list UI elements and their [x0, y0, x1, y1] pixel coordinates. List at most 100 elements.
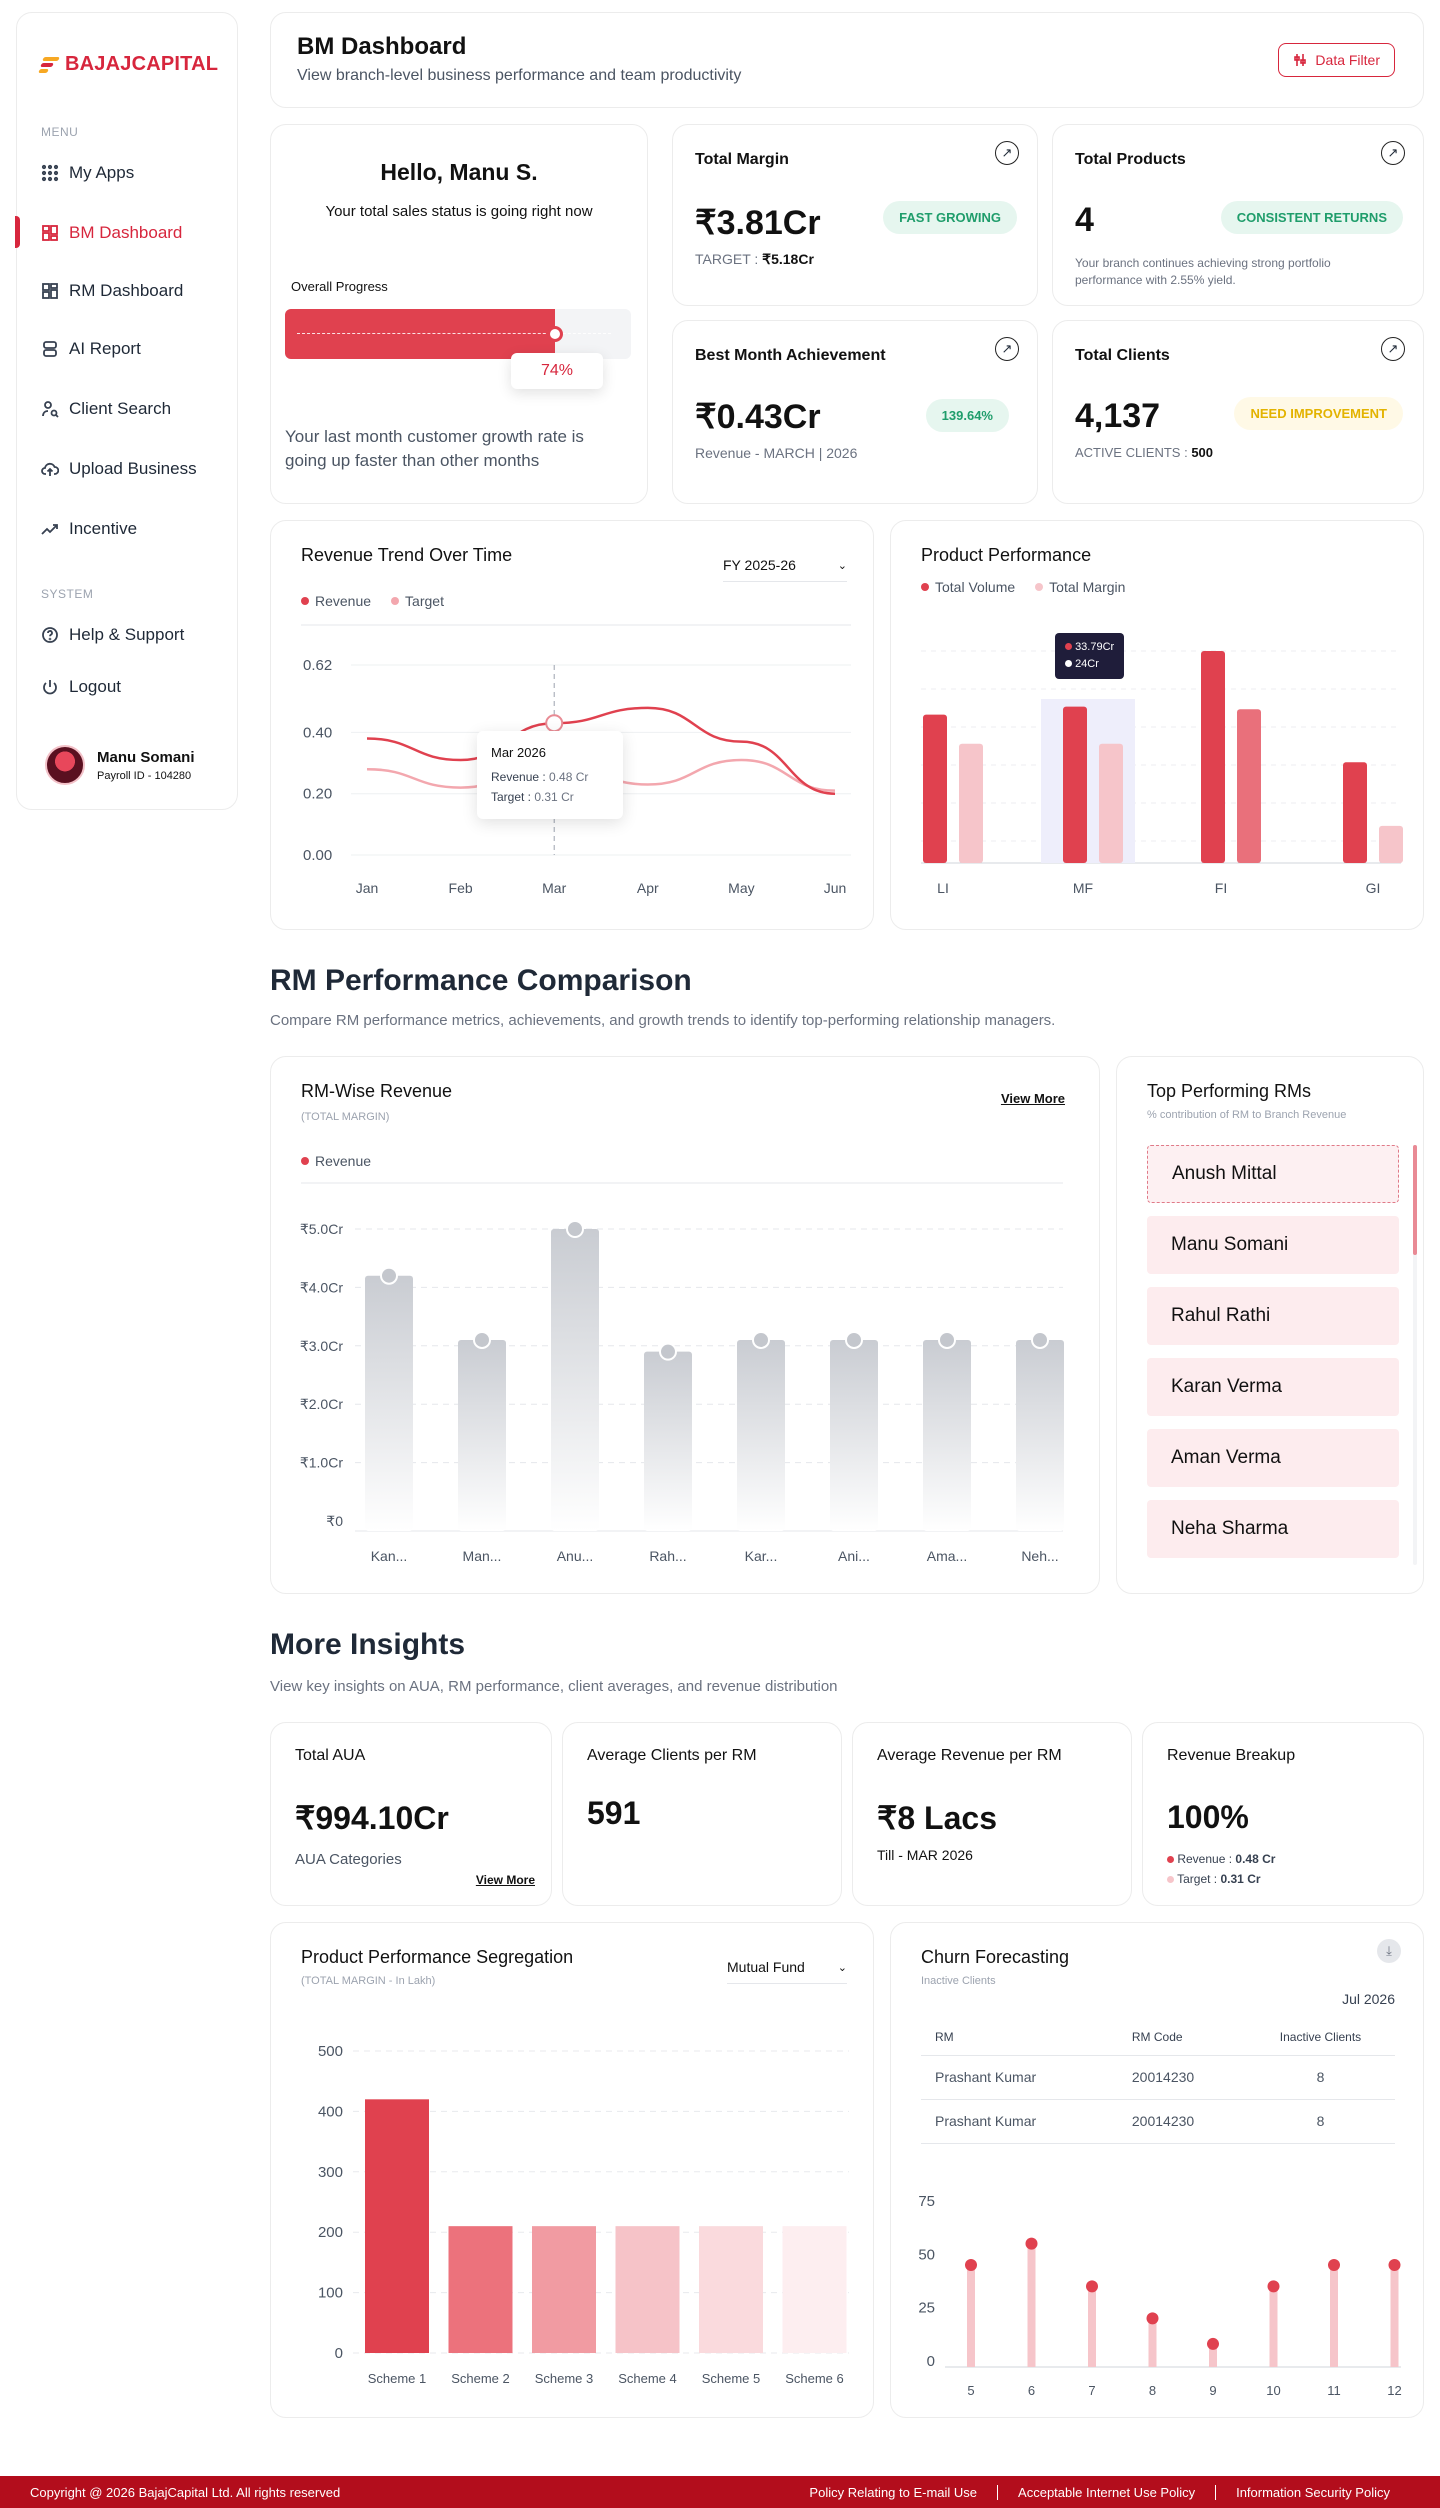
nav-label: Incentive: [69, 519, 138, 538]
rm-revenue-card: RM-Wise Revenue (TOTAL MARGIN) View More…: [270, 1056, 1100, 1594]
chart-legend: Total Volume Total Margin: [921, 579, 1125, 595]
y-tick-label: 0.62: [303, 657, 332, 674]
user-profile[interactable]: Manu Somani Payroll ID - 104280: [45, 745, 195, 785]
x-tick-label: Anu...: [557, 1548, 594, 1564]
nav-item-rm-dashboard[interactable]: RM Dashboard: [41, 277, 221, 305]
churn-stem: [1269, 2286, 1278, 2367]
insight-avg-clients[interactable]: Average Clients per RM 591: [562, 1722, 842, 1906]
progress-knob[interactable]: [547, 326, 563, 342]
y-tick-label: ₹3.0Cr: [300, 1338, 343, 1354]
legend-revenue[interactable]: Revenue: [301, 593, 371, 609]
footer-link[interactable]: Acceptable Internet Use Policy: [997, 2484, 1215, 2500]
nav-item-client-search[interactable]: Client Search: [41, 395, 221, 423]
kpi-value: ₹3.81Cr: [695, 204, 821, 242]
nav-item-help-support[interactable]: Help & Support: [41, 621, 221, 649]
segregation-card: Product Performance Segregation (TOTAL M…: [270, 1922, 874, 2418]
y-tick-label: 75: [918, 2193, 935, 2210]
view-more-link[interactable]: View More: [475, 1873, 535, 1887]
status-badge: NEED IMPROVEMENT: [1234, 397, 1403, 430]
nav-item-logout[interactable]: Logout: [41, 673, 221, 701]
nav-item-ai-report[interactable]: AI Report: [41, 335, 221, 363]
x-tick-label: LI: [937, 880, 949, 896]
rm-list-item[interactable]: Karan Verma: [1147, 1358, 1399, 1416]
x-tick-label: MF: [1073, 880, 1093, 896]
footer-link[interactable]: Policy Relating to E-mail Use: [809, 2484, 978, 2500]
arrow-up-right-icon[interactable]: ↗: [1381, 337, 1405, 361]
nav-label: Logout: [69, 677, 121, 696]
bar-total-margin: [959, 743, 983, 863]
churn-stem: [1390, 2265, 1399, 2367]
product-performance-card: Product Performance Total Volume Total M…: [890, 520, 1424, 930]
bar-total-volume: [1201, 651, 1225, 863]
legend-revenue[interactable]: Revenue: [301, 1153, 371, 1169]
y-tick-label: 0: [927, 2353, 935, 2370]
brand-logo[interactable]: BAJAJCAPITAL: [38, 53, 218, 76]
hover-point: [545, 714, 564, 733]
data-filter-button[interactable]: Data Filter: [1278, 43, 1395, 77]
churn-point: [1267, 2280, 1280, 2293]
dashboard-alt-icon: [42, 283, 58, 299]
user-name: Manu Somani: [97, 748, 195, 766]
chevron-down-icon: ⌄: [837, 1961, 847, 1974]
kpi-total-margin[interactable]: Total Margin ↗ ₹3.81Cr FAST GROWING TARG…: [672, 124, 1038, 306]
kpi-target: TARGET : ₹5.18Cr: [695, 251, 814, 267]
kpi-best-month[interactable]: Best Month Achievement ↗ ₹0.43Cr 139.64%…: [672, 320, 1038, 504]
churn-chart: 0 25 50 75 5 6 7 8 9 10 11 12: [918, 2193, 1401, 2398]
kpi-note: Revenue - MARCH | 2026: [695, 445, 858, 461]
churn-table: RM RM Code Inactive Clients Prashant Kum…: [921, 2019, 1395, 2144]
segregation-chart: 0 100 200 300 400 500 Scheme 1 Scheme 2 Scheme 3…: [318, 2043, 849, 2386]
segregation-bar: [699, 2226, 763, 2353]
view-more-link[interactable]: View More: [1000, 1091, 1065, 1106]
bar-total-margin: [1099, 743, 1123, 863]
arrow-up-right-icon[interactable]: ↗: [995, 141, 1019, 165]
legend-total-margin[interactable]: Total Margin: [1035, 579, 1125, 595]
arrow-up-right-icon[interactable]: ↗: [1381, 141, 1405, 165]
revenue-trend-card: Revenue Trend Over Time FY 2025-26 ⌄ Rev…: [270, 520, 874, 930]
x-tick-label: Kan...: [371, 1548, 408, 1564]
rm-list-item[interactable]: Rahul Rathi: [1147, 1287, 1399, 1345]
chart-tooltip: Mar 2026 Revenue : 0.48 Cr Target : 0.31…: [477, 731, 623, 819]
footer-link[interactable]: Information Security Policy: [1215, 2484, 1410, 2500]
segregation-bar: [782, 2226, 847, 2353]
table-row[interactable]: Prashant Kumar 20014230 8: [921, 2099, 1395, 2143]
y-tick-label: ₹1.0Cr: [300, 1455, 343, 1471]
download-icon[interactable]: ⤓: [1377, 1939, 1401, 1963]
kpi-title: Total Clients: [1075, 347, 1170, 364]
kpi-total-clients[interactable]: Total Clients ↗ 4,137 NEED IMPROVEMENT A…: [1052, 320, 1424, 504]
churn-stem: [967, 2265, 975, 2367]
nav-item-my-apps[interactable]: My Apps: [41, 159, 221, 187]
rm-list-item[interactable]: Aman Verma: [1147, 1429, 1399, 1487]
insight-value: 591: [587, 1795, 641, 1831]
x-tick-label: Ama...: [927, 1548, 967, 1564]
grid-icon: [41, 164, 59, 182]
period-value: FY 2025-26: [723, 557, 796, 573]
page-title: BM Dashboard: [297, 33, 467, 60]
y-tick-label: 0: [335, 2345, 343, 2362]
chart-title: Churn Forecasting: [921, 1947, 1070, 1967]
churn-stem: [1088, 2286, 1096, 2367]
scrollbar[interactable]: [1413, 1145, 1417, 1565]
nav-item-upload-business[interactable]: Upload Business: [41, 455, 221, 483]
churn-stem: [1330, 2265, 1338, 2367]
section-title: RM Performance Comparison: [270, 964, 692, 997]
nav-item-incentive[interactable]: Incentive: [41, 515, 221, 543]
nav-label: My Apps: [69, 163, 135, 182]
product-select-value: Mutual Fund: [727, 1959, 805, 1975]
kpi-total-products[interactable]: Total Products ↗ 4 CONSISTENT RETURNS Yo…: [1052, 124, 1424, 306]
product-select[interactable]: Mutual Fund ⌄: [727, 1959, 847, 1984]
rm-list-item[interactable]: Manu Somani: [1147, 1216, 1399, 1274]
arrow-up-right-icon[interactable]: ↗: [995, 337, 1019, 361]
rm-list-item[interactable]: Anush Mittal: [1147, 1145, 1399, 1203]
nav-item-bm-dashboard[interactable]: BM Dashboard: [15, 216, 221, 248]
legend-total-volume[interactable]: Total Volume: [921, 579, 1015, 595]
period-select[interactable]: FY 2025-26 ⌄: [723, 557, 847, 582]
insight-revenue-breakup[interactable]: Revenue Breakup 100% Revenue : 0.48 Cr T…: [1142, 1722, 1424, 1906]
churn-card: Churn Forecasting Inactive Clients ⤓ Jul…: [890, 1922, 1424, 2418]
table-row[interactable]: Prashant Kumar 20014230 8: [921, 2055, 1395, 2099]
rm-revenue-bar: [1016, 1339, 1064, 1531]
insight-avg-revenue[interactable]: Average Revenue per RM ₹8 Lacs Till - MA…: [852, 1722, 1132, 1906]
rm-list-item[interactable]: Neha Sharma: [1147, 1500, 1399, 1558]
scrollbar-thumb[interactable]: [1413, 1145, 1417, 1255]
legend-target[interactable]: Target: [391, 593, 444, 609]
insight-total-aua[interactable]: Total AUA ₹994.10Cr AUA Categories View …: [270, 1722, 552, 1906]
